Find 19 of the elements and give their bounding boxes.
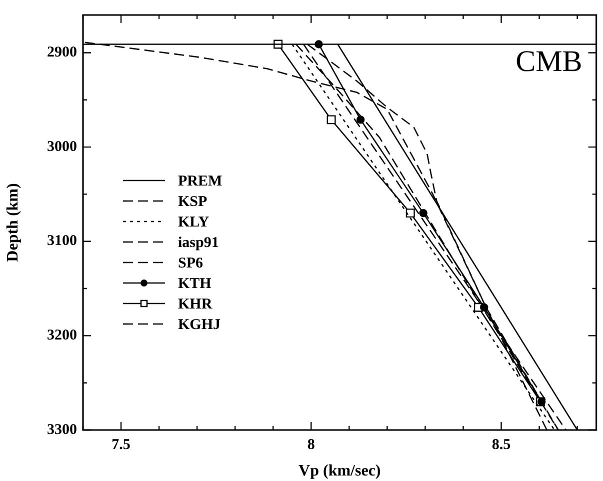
y-tick-label: 3100 <box>47 233 77 250</box>
y-tick-label: 2900 <box>47 44 77 61</box>
x-axis-title: Vp (km/sec) <box>298 462 381 480</box>
x-tick-label: 7.5 <box>112 436 130 453</box>
y-axis-title: Depth (km) <box>4 183 22 262</box>
legend-label: PREM <box>178 173 222 190</box>
x-tick-label: 8.5 <box>492 436 511 453</box>
y-tick-label: 3300 <box>47 422 77 438</box>
legend-label: iasp91 <box>178 234 219 251</box>
legend-label: KHR <box>178 296 212 312</box>
ref-line-label: CMB <box>516 45 582 78</box>
x-tick-label: 8 <box>307 436 315 453</box>
y-tick-label: 3200 <box>47 328 77 344</box>
legend-label: KSP <box>178 194 208 210</box>
legend-label: KLY <box>178 214 210 230</box>
y-tick-label: 3000 <box>47 138 77 155</box>
legend-label: KTH <box>178 276 212 292</box>
legend-label: KGHJ <box>178 316 221 333</box>
legend-label: SP6 <box>178 255 204 272</box>
